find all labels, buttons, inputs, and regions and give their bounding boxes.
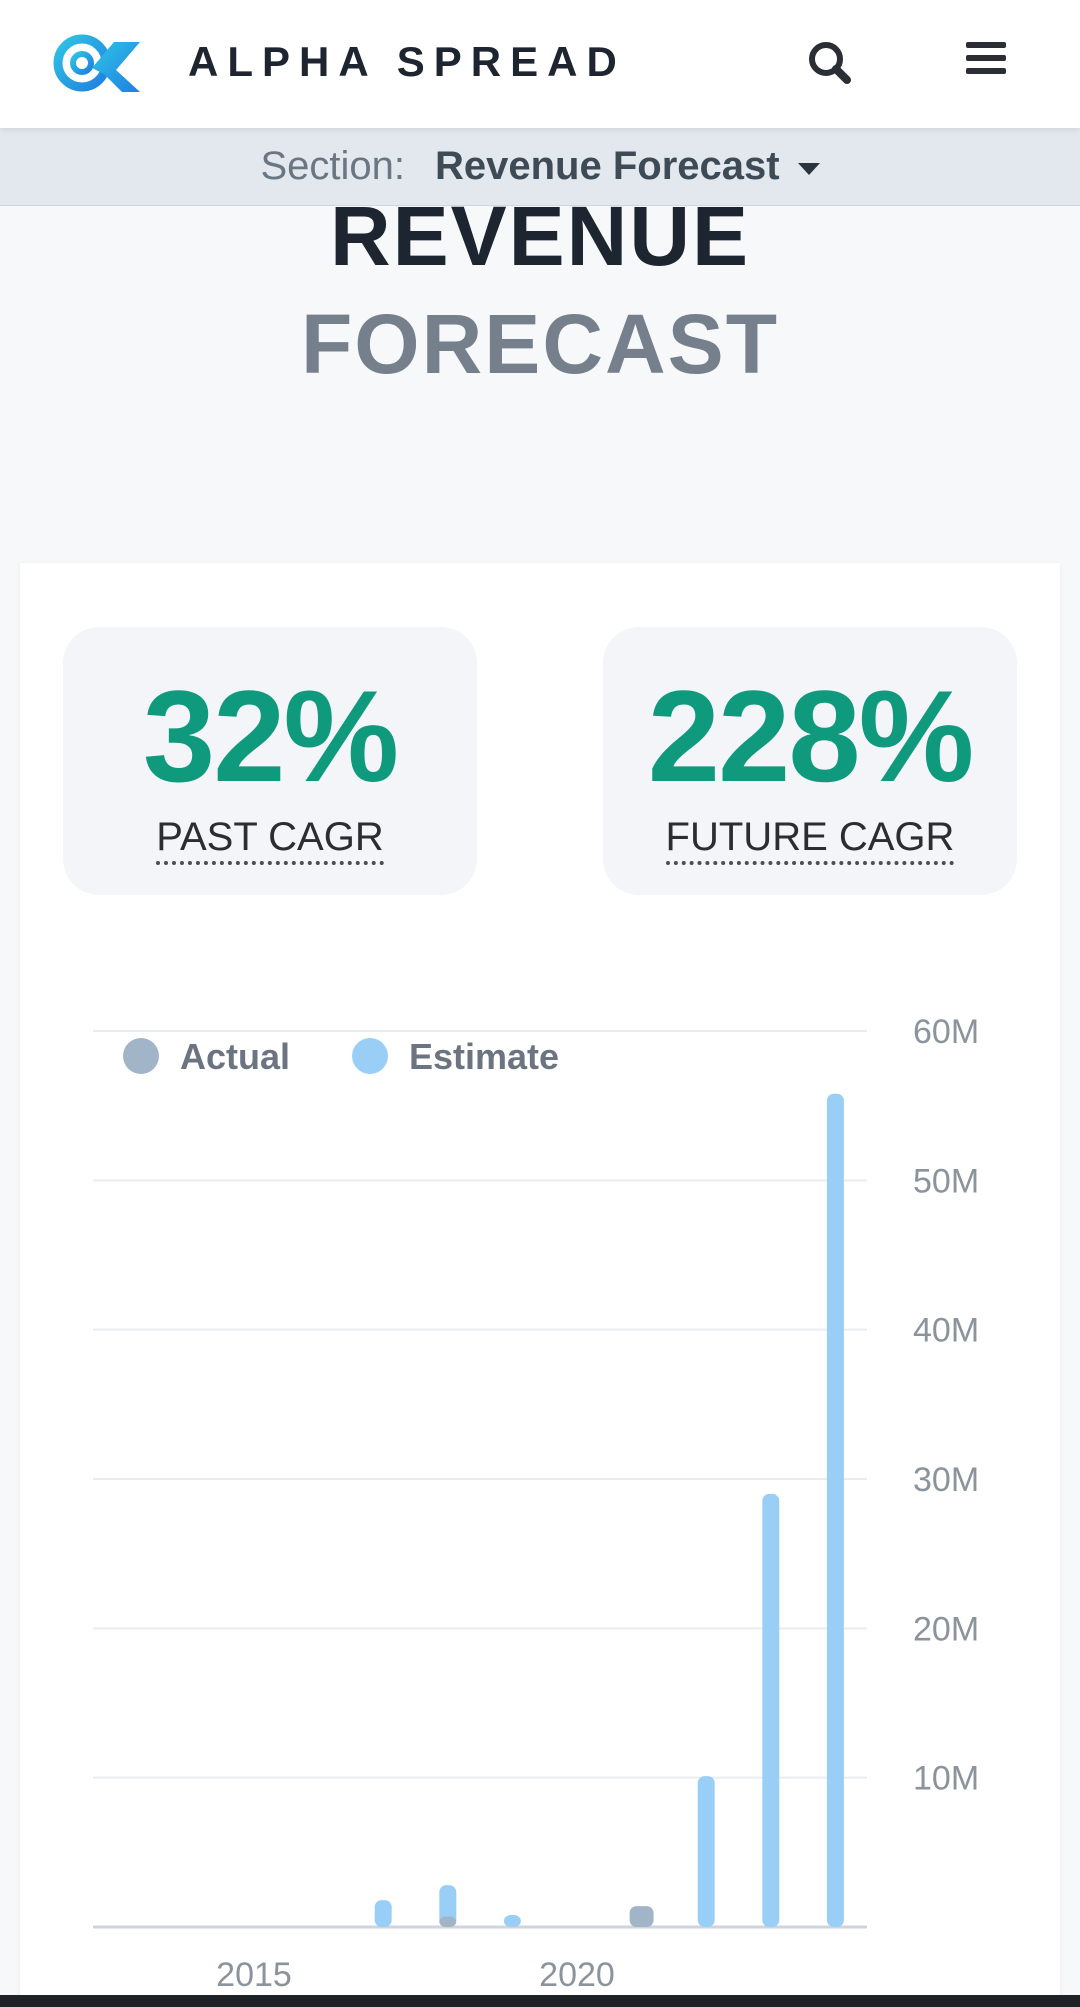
legend-label: Estimate (409, 1036, 559, 1077)
legend-swatch (123, 1038, 159, 1074)
search-button[interactable] (793, 28, 865, 100)
section-dropdown-value: Revenue Forecast (434, 144, 780, 188)
legend-item-estimate[interactable]: Estimate (352, 1036, 559, 1077)
alpha-spread-logo[interactable] (52, 30, 148, 96)
top-header: ALPHA SPREAD (0, 0, 1080, 128)
section-label: Section: (260, 144, 405, 188)
legend-swatch (352, 1038, 388, 1074)
menu-button[interactable] (950, 28, 1022, 100)
brand-name: ALPHA SPREAD (188, 38, 626, 85)
past-cagr-value: 32% (142, 663, 399, 809)
section-dropdown[interactable]: Revenue Forecast (435, 144, 820, 189)
future-cagr-value: 228% (647, 663, 975, 809)
section-nav-bar: Section: Revenue Forecast (0, 128, 1080, 206)
search-icon (809, 42, 851, 84)
legend-item-actual[interactable]: Actual (123, 1036, 290, 1077)
past-cagr-label[interactable]: PAST CAGR (156, 815, 384, 865)
hamburger-menu-icon (966, 42, 1006, 74)
bottom-system-bar (0, 1995, 1080, 2007)
past-cagr-tile: 32% PAST CAGR (63, 627, 477, 895)
page-title-line-2: FORECAST (301, 297, 779, 391)
chevron-down-icon (797, 162, 820, 175)
future-cagr-label[interactable]: FUTURE CAGR (665, 815, 955, 865)
legend-label: Actual (180, 1036, 290, 1077)
future-cagr-tile: 228% FUTURE CAGR (603, 627, 1017, 895)
